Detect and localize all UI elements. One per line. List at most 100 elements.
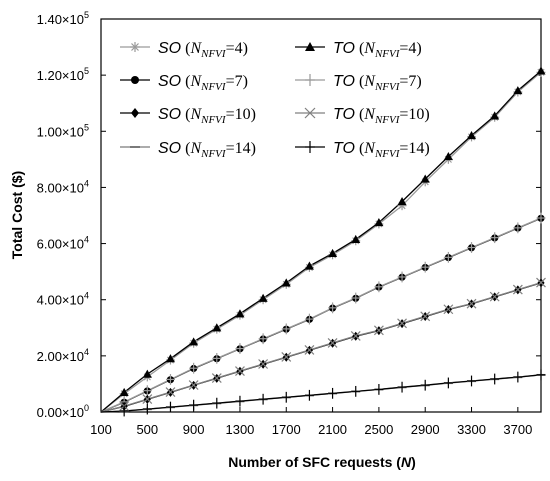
data-point-marker [443, 251, 453, 263]
data-point-marker [489, 291, 500, 302]
x-axis-ticks: 100 500 900 1300 1700 2100 2500 2900 3300 3700 [90, 407, 532, 437]
data-point-marker [258, 333, 268, 345]
data-point-marker [467, 375, 477, 387]
data-point-marker [131, 76, 139, 84]
data-point-marker [467, 242, 477, 253]
series-line [100, 71, 542, 413]
x-tick-label: 1300 [225, 422, 254, 437]
legend-entry: TO (NNFVI=14) [333, 140, 430, 160]
data-point-marker [212, 323, 222, 332]
data-point-marker [513, 86, 523, 95]
data-point-marker [420, 379, 430, 391]
data-point-marker [281, 323, 291, 335]
series-line [100, 281, 542, 413]
data-point-marker [350, 331, 361, 341]
data-point-marker [351, 385, 361, 397]
legend-entry: SO (NNFVI=7) [158, 73, 248, 93]
data-point-marker [467, 130, 477, 140]
data-point-marker [304, 389, 314, 401]
data-point-marker [397, 271, 407, 283]
x-tick-label: 2100 [318, 422, 347, 437]
data-point-marker [142, 385, 152, 397]
x-tick-label: 1700 [272, 422, 301, 437]
data-point-marker [304, 107, 316, 119]
data-point-marker [235, 366, 245, 376]
x-tick-label: 500 [136, 422, 158, 437]
data-point-marker [235, 343, 245, 354]
data-point-marker [142, 403, 152, 415]
data-point-marker [397, 196, 407, 206]
data-point-marker [374, 218, 384, 227]
y-tick-label: 1.00×105 [37, 122, 89, 139]
data-point-marker [212, 397, 222, 409]
y-tick-label: 2.00×104 [37, 347, 89, 364]
data-point-marker [490, 232, 500, 244]
data-point-marker [281, 391, 291, 403]
data-point-marker [189, 362, 199, 374]
legend-entry: SO (NNFVI=14) [158, 140, 256, 160]
data-point-marker [490, 373, 500, 385]
series-markers [119, 66, 546, 417]
data-point-marker [305, 141, 315, 153]
data-point-marker [258, 359, 269, 369]
y-tick-label: 1.40×105 [37, 10, 89, 27]
data-point-marker [131, 108, 139, 118]
data-point-marker [536, 212, 546, 224]
data-point-marker [373, 325, 384, 336]
data-point-marker [165, 374, 175, 385]
x-tick-label: 3700 [503, 422, 532, 437]
x-tick-label: 2900 [411, 422, 440, 437]
data-point-marker [212, 352, 222, 364]
data-point-marker [327, 338, 338, 348]
data-point-marker [351, 234, 361, 243]
data-point-marker [397, 381, 407, 393]
data-point-marker [304, 313, 314, 325]
data-point-marker [281, 278, 291, 287]
data-point-marker [420, 311, 431, 322]
data-point-marker [119, 387, 129, 396]
data-point-marker [305, 74, 315, 86]
data-point-marker [443, 377, 453, 389]
data-point-marker [235, 309, 245, 318]
legend-entry: SO (NNFVI=10) [158, 106, 256, 126]
y-axis-ticks: 0.00×100 2.00×104 4.00×104 6.00×104 8.00×104… [37, 10, 541, 420]
y-tick-label: 1.20×105 [37, 66, 89, 83]
legend-entry: TO (NNFVI=4) [333, 40, 422, 60]
data-point-marker [304, 261, 314, 270]
data-point-marker [466, 298, 477, 309]
data-point-marker [258, 293, 268, 302]
data-point-marker [165, 401, 175, 413]
data-point-marker [304, 345, 315, 355]
x-tick-label: 100 [90, 422, 112, 437]
data-point-marker [211, 373, 222, 383]
legend-entry: TO (NNFVI=10) [333, 106, 430, 126]
data-point-marker [119, 405, 129, 417]
data-point-marker [189, 399, 199, 411]
data-point-marker [351, 292, 361, 304]
y-tick-label: 6.00×104 [37, 235, 89, 252]
data-point-marker [305, 42, 315, 51]
data-point-marker [513, 371, 523, 383]
x-axis-title: Number of SFC requests (N) [228, 454, 416, 470]
data-point-marker [374, 384, 384, 395]
data-point-marker [235, 395, 245, 407]
legend-entry: SO (NNFVI=4) [158, 40, 248, 60]
data-point-marker [328, 248, 338, 257]
x-tick-label: 900 [183, 422, 205, 437]
data-point-marker [443, 304, 454, 315]
data-point-marker [536, 277, 546, 288]
data-point-marker [512, 284, 523, 295]
data-point-marker [328, 302, 338, 314]
legend: SO (NNFVI=4) TO (NNFVI=4) SO (NNFVI=7) TO (… [120, 40, 430, 160]
x-tick-label: 2500 [364, 422, 393, 437]
data-point-marker [130, 42, 140, 52]
series-line [100, 217, 542, 413]
x-tick-label: 3300 [457, 422, 486, 437]
y-tick-label: 8.00×104 [37, 178, 89, 195]
legend-entry: TO (NNFVI=7) [333, 73, 422, 93]
y-tick-label: 4.00×104 [37, 291, 89, 308]
data-point-marker [536, 369, 546, 381]
data-point-marker [142, 394, 153, 405]
data-point-marker [420, 261, 430, 273]
